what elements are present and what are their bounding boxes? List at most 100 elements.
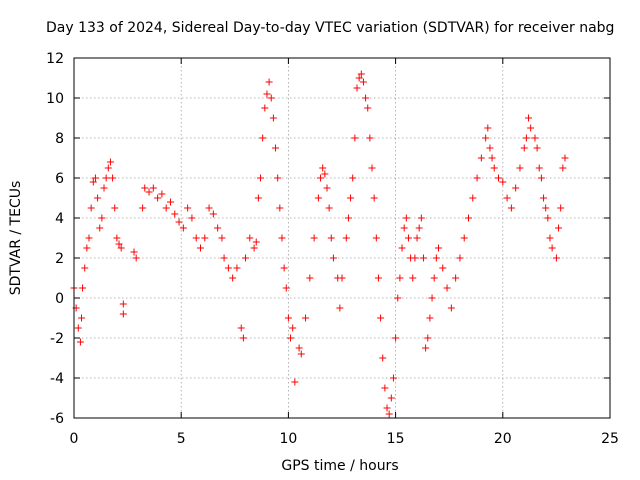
data-point [252, 238, 260, 246]
data-point [269, 114, 277, 122]
data-point [542, 204, 550, 212]
data-point [464, 214, 472, 222]
data-point [381, 384, 389, 392]
data-point [162, 204, 170, 212]
data-point [544, 214, 552, 222]
data-point [347, 194, 355, 202]
data-point [490, 164, 498, 172]
data-point [265, 78, 273, 86]
data-point [96, 224, 104, 232]
data-point [145, 188, 153, 196]
data-point [188, 214, 196, 222]
data-point [250, 244, 258, 252]
data-point [342, 234, 350, 242]
data-point [83, 244, 91, 252]
data-point [503, 194, 511, 202]
data-point [557, 204, 565, 212]
data-point [78, 314, 86, 322]
data-point [372, 234, 380, 242]
grid-lines [74, 58, 610, 418]
data-point [224, 264, 232, 272]
data-point [259, 134, 267, 142]
data-point [280, 264, 288, 272]
data-point [246, 234, 254, 242]
data-point [100, 184, 108, 192]
data-point [447, 304, 455, 312]
data-point [291, 378, 299, 386]
y-tick-label: 4 [55, 211, 64, 227]
data-point [74, 324, 82, 332]
data-point [94, 194, 102, 202]
data-point [302, 314, 310, 322]
data-point [263, 90, 271, 98]
data-point [351, 134, 359, 142]
x-tick-label: 5 [177, 431, 186, 447]
data-point [452, 274, 460, 282]
data-point [531, 134, 539, 142]
data-point [359, 78, 367, 86]
data-point [209, 210, 217, 218]
data-point [387, 394, 395, 402]
data-point [432, 254, 440, 262]
data-point [353, 84, 361, 92]
chart-title: Day 133 of 2024, Sidereal Day-to-day VTE… [46, 20, 614, 36]
data-point [158, 190, 166, 198]
data-point [76, 338, 84, 346]
data-point [336, 304, 344, 312]
data-point [561, 154, 569, 162]
data-point [85, 234, 93, 242]
data-point [525, 114, 533, 122]
data-point [179, 224, 187, 232]
x-tick-label: 10 [279, 431, 297, 447]
data-point [278, 234, 286, 242]
data-point [310, 234, 318, 242]
data-point [201, 234, 209, 242]
data-point [233, 264, 241, 272]
data-point [274, 174, 282, 182]
data-point [430, 274, 438, 282]
data-point [115, 240, 123, 248]
data-point [535, 164, 543, 172]
data-point [413, 234, 421, 242]
data-point [419, 254, 427, 262]
data-point [317, 174, 325, 182]
data-point [349, 174, 357, 182]
data-point [389, 374, 397, 382]
data-point [102, 174, 110, 182]
data-point [370, 194, 378, 202]
data-point [469, 194, 477, 202]
data-point [344, 214, 352, 222]
data-point [398, 244, 406, 252]
data-point [306, 274, 314, 282]
y-axis-label: SDTVAR / TECUs [8, 181, 24, 296]
data-point [415, 224, 423, 232]
data-point [329, 254, 337, 262]
data-point [552, 254, 560, 262]
data-point [287, 334, 295, 342]
data-point [366, 134, 374, 142]
x-tick-labels: 0 5 10 15 20 25 [70, 431, 619, 447]
data-point [477, 154, 485, 162]
data-point [368, 164, 376, 172]
y-tick-label: 12 [46, 51, 64, 67]
data-point [338, 274, 346, 282]
data-point [139, 204, 147, 212]
x-axis-label: GPS time / hours [281, 458, 398, 474]
y-tick-labels: -6 -4 -2 0 2 4 6 8 10 12 [46, 51, 64, 427]
data-point [404, 234, 412, 242]
data-point [507, 204, 515, 212]
data-point [520, 144, 528, 152]
data-point [533, 144, 541, 152]
data-point [106, 158, 114, 166]
data-point [488, 154, 496, 162]
data-point [325, 204, 333, 212]
data-point [297, 350, 305, 358]
plot-frame [73, 57, 611, 419]
data-point [456, 254, 464, 262]
data-point [495, 174, 503, 182]
data-point [284, 314, 292, 322]
data-points [70, 70, 569, 418]
data-point [394, 294, 402, 302]
y-tick-label: 0 [55, 291, 64, 307]
data-point [104, 164, 112, 172]
